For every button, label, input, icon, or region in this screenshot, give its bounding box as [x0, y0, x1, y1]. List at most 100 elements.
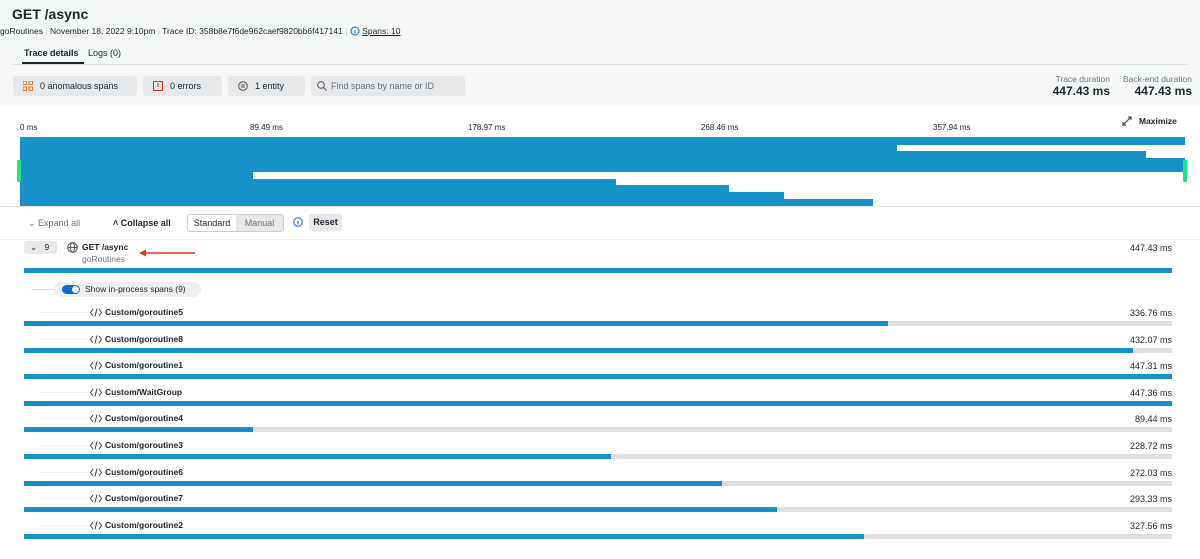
- collapse-label: Collapse all: [120, 218, 171, 228]
- root-span-name[interactable]: GET /async: [82, 242, 129, 252]
- span-duration: 447.36 ms: [1129, 387, 1172, 398]
- mode-switch: Standard Manual: [187, 214, 284, 232]
- code-icon: [90, 467, 102, 477]
- search-placeholder: Find spans by name or ID: [331, 81, 435, 91]
- filter-label: 0 anomalous spans: [40, 81, 119, 91]
- tree-line: [31, 289, 54, 290]
- annotation-arrow: [139, 249, 195, 257]
- spans-count[interactable]: Spans: 10: [362, 26, 401, 36]
- tree-line: [40, 524, 90, 526]
- span-name[interactable]: Custom/goroutine2: [105, 519, 183, 530]
- span-name[interactable]: Custom/goroutine7: [105, 493, 183, 504]
- duration-bar: [24, 454, 611, 459]
- maximize-icon: [1122, 116, 1132, 126]
- root-service: goRoutines: [82, 254, 126, 264]
- tree-line: [40, 445, 90, 446]
- duration-label: Trace duration: [1055, 74, 1111, 84]
- span-duration: 327.56 ms: [1129, 520, 1172, 531]
- toggle-label: Show in-process spans (9): [85, 284, 186, 294]
- span-duration: 272.03 ms: [1129, 467, 1172, 478]
- search-icon: [317, 81, 327, 91]
- duration-bar: [24, 480, 722, 486]
- filter-button[interactable]: 0 errors: [143, 76, 222, 96]
- expand-label: Expand all: [38, 218, 81, 228]
- timeline-tick: 268.46 ms: [701, 123, 739, 132]
- info-icon: [293, 217, 303, 227]
- filter-label: 1 entity: [255, 81, 285, 91]
- code-icon: [90, 334, 102, 344]
- toggle-switch: [62, 285, 80, 294]
- globe-icon: [67, 242, 78, 253]
- tree-line: [40, 312, 90, 313]
- tree-line: [40, 498, 90, 500]
- tab-underline: [22, 62, 84, 64]
- duration-track: [24, 427, 1172, 433]
- tree-line: [40, 338, 90, 340]
- timeline-tick: 0 ms: [20, 123, 38, 132]
- collapse-all[interactable]: ˄ Collapse all: [113, 218, 171, 228]
- duration-bar: [24, 533, 865, 539]
- duration-value: 447.43 ms: [1134, 84, 1192, 98]
- search-box[interactable]: Find spans by name or ID: [311, 76, 465, 96]
- code-icon: [90, 414, 102, 424]
- span-duration: 447.31 ms: [1129, 361, 1172, 372]
- span-duration: 336.76 ms: [1129, 308, 1172, 318]
- span-duration: 228.72 ms: [1129, 441, 1172, 451]
- duration-track: [24, 268, 1172, 273]
- filter-button[interactable]: 0 anomalous spans: [13, 76, 137, 96]
- duration-bar: [24, 427, 254, 433]
- icon: [23, 81, 33, 91]
- collapse-toggle[interactable]: ⌄ 9: [24, 241, 57, 254]
- info-icon: [350, 26, 360, 36]
- maximize-button[interactable]: Maximize: [1139, 116, 1177, 126]
- tree-line: [40, 365, 90, 367]
- mode-option[interactable]: Standard: [193, 218, 231, 228]
- minimap: [17, 137, 1187, 206]
- filter-label: 0 errors: [170, 81, 202, 91]
- duration-track: [24, 533, 1172, 539]
- code-icon: [90, 361, 102, 370]
- tab[interactable]: Logs (0): [88, 48, 122, 58]
- span-duration: 293.33 ms: [1129, 494, 1172, 505]
- span-name[interactable]: Custom/goroutine4: [105, 413, 183, 424]
- duration-track: [24, 400, 1172, 406]
- span-name[interactable]: Custom/goroutine3: [105, 440, 183, 450]
- duration-bar: [24, 507, 777, 513]
- duration-track: [24, 321, 1172, 326]
- duration-track: [24, 347, 1172, 353]
- divider: [0, 206, 1200, 207]
- duration-bar: [24, 268, 1172, 273]
- span-name[interactable]: Custom/WaitGroup: [105, 386, 183, 397]
- root-duration: 447.43 ms: [1129, 243, 1172, 253]
- divider: [12, 64, 1188, 65]
- tab[interactable]: Trace details: [24, 48, 79, 58]
- span-name[interactable]: Custom/goroutine1: [105, 360, 183, 371]
- expand-all[interactable]: ⌄ Expand all: [28, 218, 81, 228]
- code-icon: [90, 521, 102, 530]
- duration-bar: [24, 400, 1172, 406]
- date: November 18, 2022 9:10pm: [49, 26, 156, 36]
- toggle-pill[interactable]: Show in-process spans (9): [54, 282, 201, 297]
- timeline-tick: 357.94 ms: [933, 123, 971, 132]
- service[interactable]: goRoutines: [0, 26, 44, 36]
- duration-label: Back-end duration: [1123, 74, 1192, 84]
- mode-option[interactable]: Manual: [236, 215, 283, 231]
- tree-line: [40, 391, 90, 393]
- duration-value: 447.43 ms: [1052, 84, 1110, 98]
- page-title: GET /async: [12, 6, 89, 22]
- reset-button[interactable]: Reset: [309, 214, 342, 231]
- header-meta: goRoutines | November 18, 2022 9:10pm | …: [0, 26, 401, 36]
- span-name[interactable]: Custom/goroutine8: [105, 333, 183, 344]
- tree-line: [40, 471, 90, 473]
- duration-track: [24, 454, 1172, 459]
- timeline-tick: 89.49 ms: [250, 123, 283, 132]
- duration-bar: [24, 374, 1172, 380]
- icon: [153, 81, 163, 91]
- duration-track: [24, 374, 1172, 380]
- span-name[interactable]: Custom/goroutine6: [105, 466, 183, 477]
- filter-button[interactable]: 1 entity: [228, 76, 305, 96]
- code-icon: [90, 388, 102, 397]
- span-name[interactable]: Custom/goroutine5: [105, 307, 183, 317]
- child-count: 9: [44, 242, 50, 252]
